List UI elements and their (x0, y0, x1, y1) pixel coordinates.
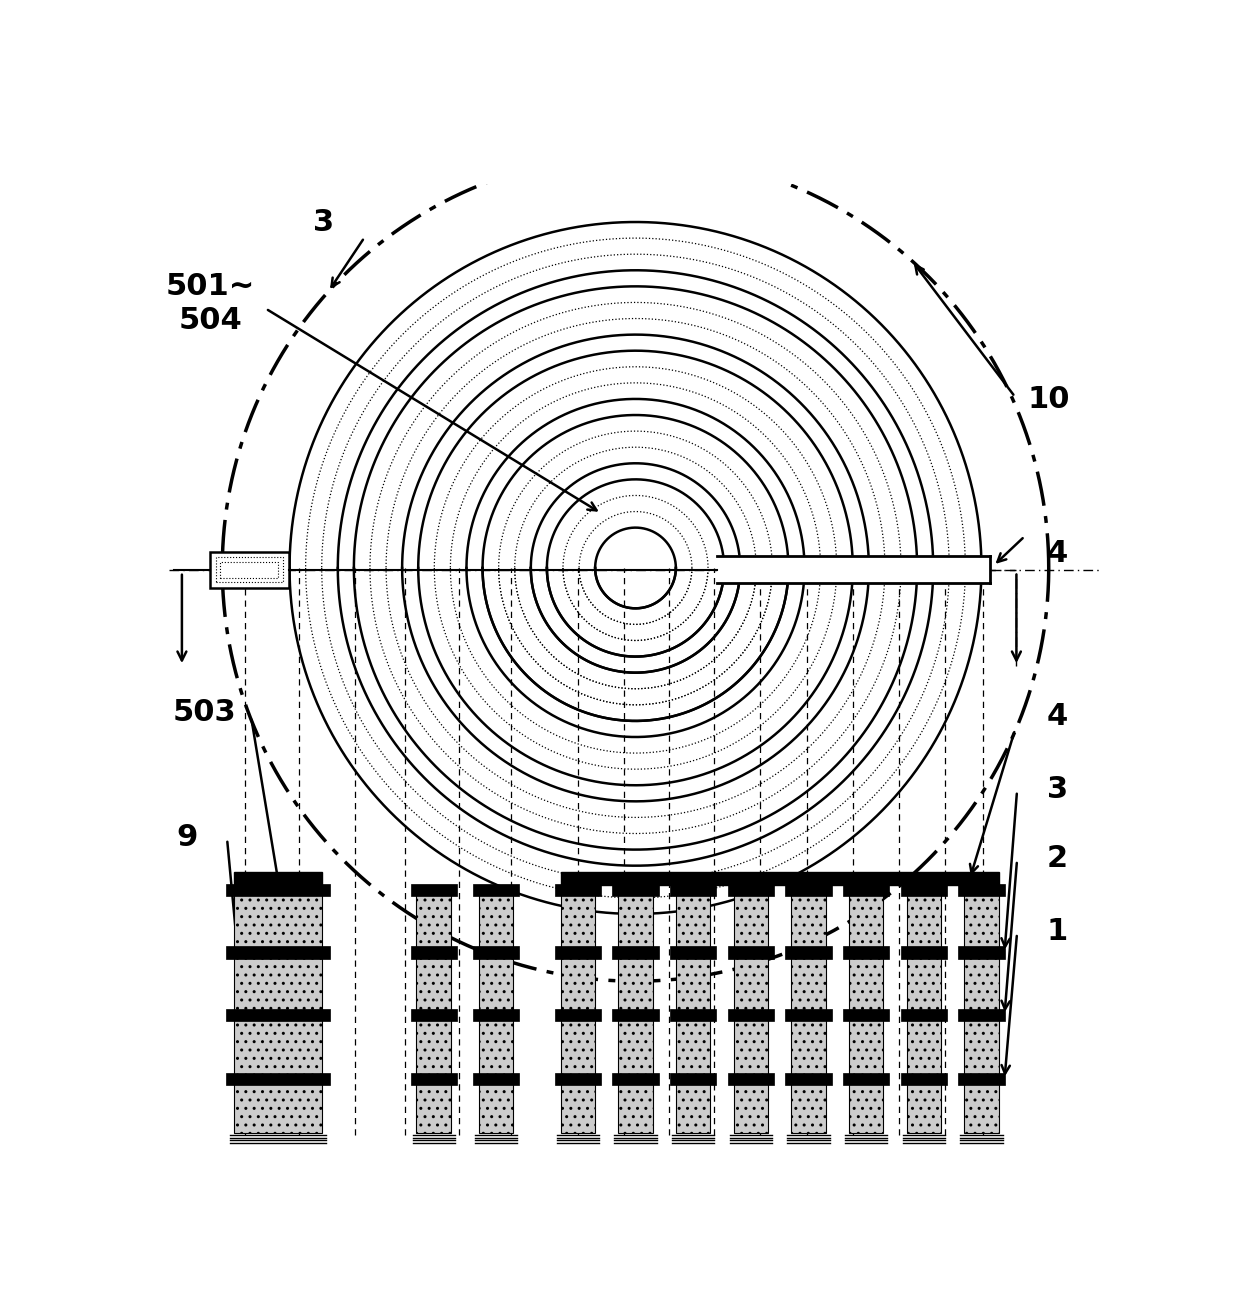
Text: 3: 3 (312, 208, 334, 237)
Bar (670, 945, 717, 959)
Text: 3: 3 (1047, 775, 1068, 803)
Bar (210, 551, 289, 588)
Bar (791, 885, 826, 1134)
Bar (959, 1009, 1004, 1020)
Bar (959, 1073, 1004, 1085)
Bar (965, 885, 998, 1134)
Bar (843, 1009, 889, 1020)
Bar (900, 945, 947, 959)
Bar (906, 885, 941, 1134)
Bar (474, 1073, 520, 1085)
Text: 503: 503 (172, 698, 236, 727)
Bar (849, 885, 883, 1134)
Bar (226, 1073, 330, 1085)
Bar (670, 884, 717, 896)
Bar (734, 885, 768, 1134)
Bar (613, 945, 658, 959)
Bar (560, 885, 595, 1134)
Bar (900, 1009, 947, 1020)
Bar (959, 945, 1004, 959)
Bar (554, 1009, 601, 1020)
Bar (613, 1073, 658, 1085)
Bar (226, 1009, 330, 1020)
Text: 2: 2 (1047, 844, 1068, 873)
Bar (479, 885, 513, 1134)
Bar (619, 885, 652, 1134)
Bar (843, 884, 889, 896)
Text: 4: 4 (1047, 702, 1068, 731)
Bar (410, 945, 456, 959)
Text: 4: 4 (1047, 539, 1068, 568)
Bar (785, 884, 832, 896)
Bar (216, 558, 283, 583)
Bar (554, 1073, 601, 1085)
Bar (728, 1009, 774, 1020)
Bar (234, 885, 322, 1134)
Bar (221, 563, 278, 577)
Bar (785, 945, 832, 959)
Bar (226, 884, 330, 896)
Text: 501~
504: 501~ 504 (166, 272, 255, 335)
Bar (554, 945, 601, 959)
Bar (474, 945, 520, 959)
Bar (670, 1073, 717, 1085)
Bar (728, 945, 774, 959)
Bar (554, 884, 601, 896)
Bar (900, 1073, 947, 1085)
Bar (474, 1009, 520, 1020)
Bar (234, 872, 322, 885)
Bar (410, 1009, 456, 1020)
Bar (676, 885, 711, 1134)
Bar (670, 1009, 717, 1020)
Bar (613, 884, 658, 896)
Bar (410, 1073, 456, 1085)
Bar (843, 945, 889, 959)
Bar (613, 1009, 658, 1020)
Bar (785, 1009, 832, 1020)
Bar (410, 884, 456, 896)
Text: 9: 9 (176, 823, 197, 852)
Text: 10: 10 (1028, 385, 1070, 414)
Bar (417, 885, 451, 1134)
Bar (728, 884, 774, 896)
Bar (785, 1073, 832, 1085)
Bar (474, 884, 520, 896)
Bar (226, 945, 330, 959)
Bar (728, 1073, 774, 1085)
Text: 1: 1 (1047, 917, 1068, 945)
Bar (560, 872, 998, 885)
Bar (959, 884, 1004, 896)
Bar (900, 884, 947, 896)
Bar (843, 1073, 889, 1085)
